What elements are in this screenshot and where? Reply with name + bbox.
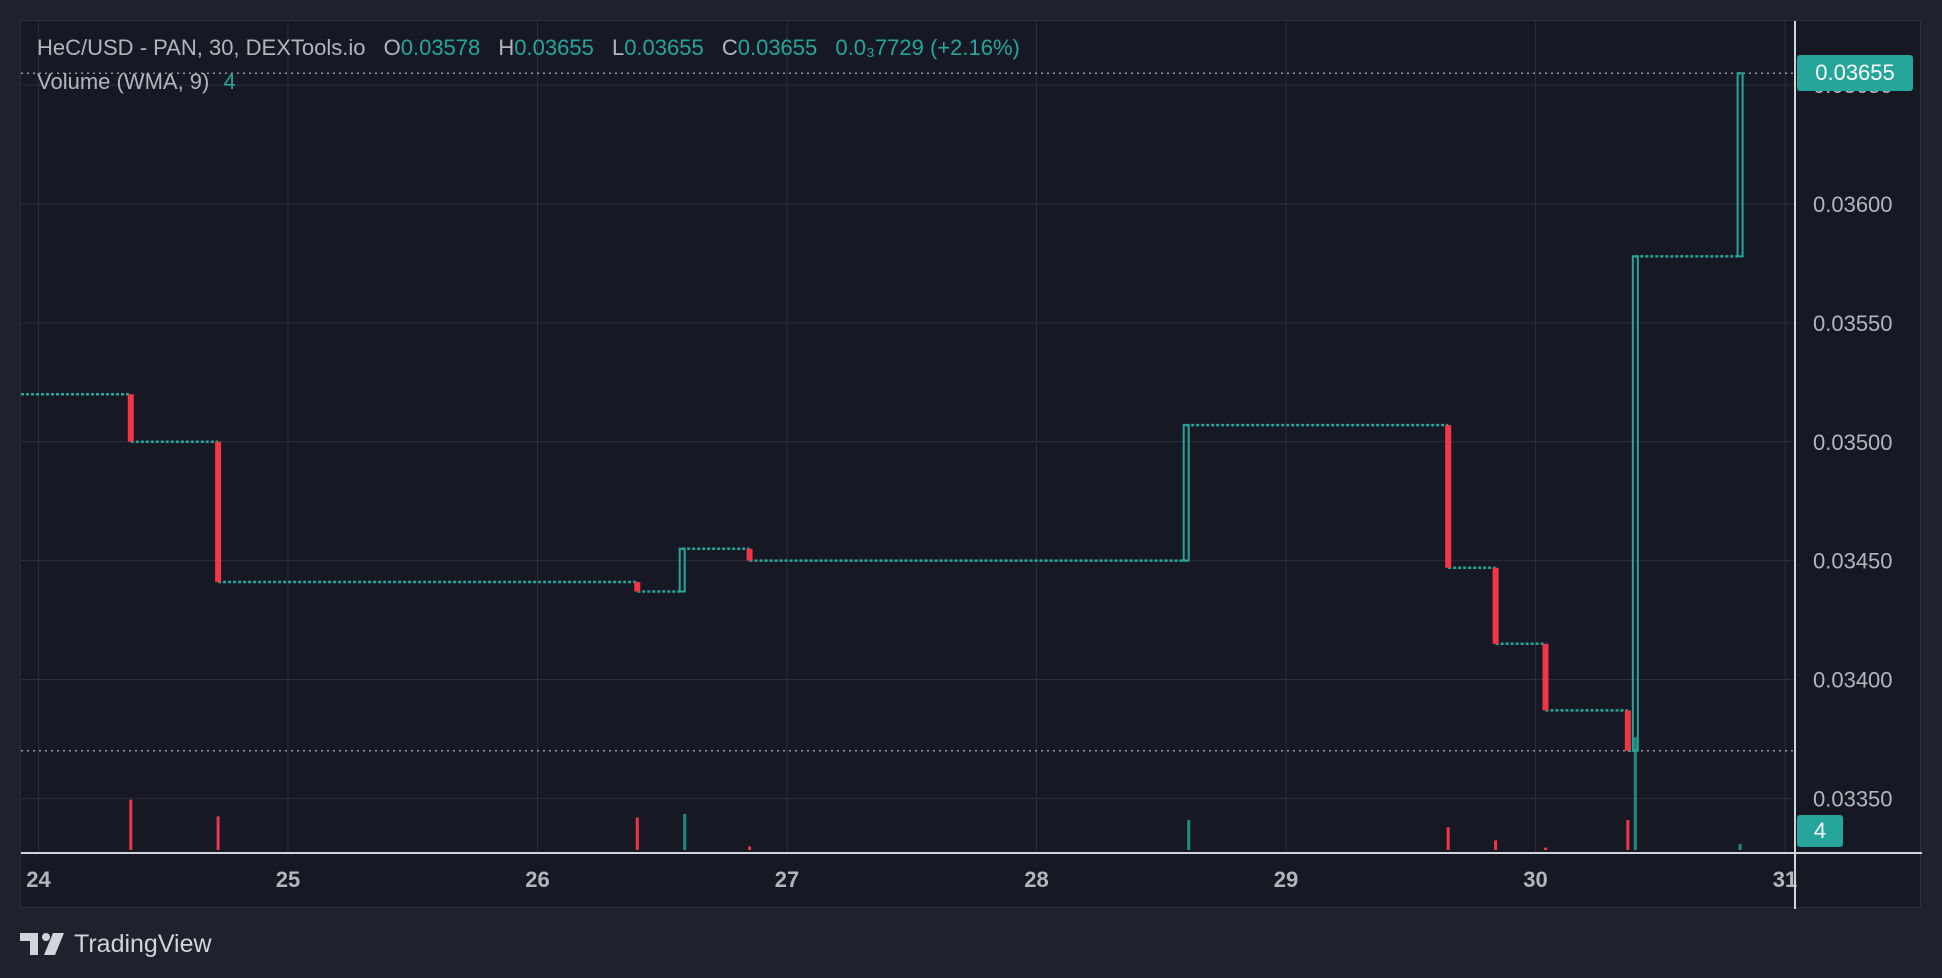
volume-bar — [683, 814, 687, 850]
candle — [746, 548, 753, 561]
symbol-source: - PAN, 30, DEXTools.io — [133, 35, 366, 60]
symbol-name[interactable]: HeC/USD — [37, 35, 134, 60]
x-tick-label: 28 — [1024, 867, 1048, 892]
high-value: 0.03655 — [514, 35, 594, 60]
volume-bar — [129, 799, 133, 850]
x-tick-label: 25 — [276, 867, 300, 892]
price-chart[interactable]: 0.03350 0.03400 0.03450 0.03500 0.03550 0.036… — [21, 21, 1922, 909]
candle — [634, 582, 641, 592]
volume-bar — [1633, 737, 1637, 850]
x-tick-label: 24 — [26, 867, 51, 892]
y-tick-label: 0.03350 — [1813, 786, 1893, 811]
candle — [1631, 255, 1639, 752]
volume-bar — [1446, 827, 1450, 850]
volume-badge: 4 — [1797, 815, 1843, 847]
x-tick-label: 30 — [1523, 867, 1547, 892]
y-tick-label: 0.03600 — [1813, 192, 1893, 217]
volume-value: 4 — [223, 69, 236, 94]
tradingview-branding[interactable]: TradingView — [20, 926, 212, 962]
close-label: C — [721, 35, 738, 60]
last-price-badge: 0.03655 — [1797, 55, 1913, 92]
tradingview-logo-icon — [20, 933, 64, 955]
low-label: L — [611, 35, 625, 60]
candle — [127, 394, 134, 442]
change-value: 0.0₃7729 (+2.16%) — [835, 35, 1020, 60]
y-tick-label: 0.03450 — [1813, 549, 1893, 574]
volume-label[interactable]: Volume (WMA, 9) — [37, 69, 210, 94]
volume-bar — [1187, 820, 1191, 850]
open-label: O — [383, 35, 401, 60]
volume-bar — [1494, 840, 1498, 850]
candle — [1445, 425, 1452, 568]
volume-bar — [216, 816, 220, 850]
x-tick-label: 27 — [775, 867, 799, 892]
candle — [678, 547, 686, 593]
candle — [215, 441, 222, 583]
high-label: H — [498, 35, 515, 60]
open-value: 0.03578 — [400, 35, 481, 60]
ohlc-legend: HeC/USD - PAN, 30, DEXTools.io O0.03578 … — [37, 35, 1020, 61]
candle — [1736, 72, 1744, 258]
y-tick-label: 0.03400 — [1813, 667, 1893, 692]
close-value: 0.03655 — [737, 35, 818, 60]
candle — [1492, 567, 1499, 644]
low-value: 0.03655 — [624, 35, 704, 60]
volume-bar — [748, 846, 752, 850]
volume-bar — [1543, 847, 1547, 850]
volume-bar — [635, 817, 639, 850]
volume-bar — [1626, 820, 1630, 850]
x-tick-label: 26 — [525, 867, 549, 892]
y-tick-label: 0.03550 — [1813, 311, 1893, 336]
x-tick-label: 31 — [1773, 867, 1797, 892]
tradingview-wordmark: TradingView — [74, 929, 212, 958]
chart-panel[interactable]: 0.03350 0.03400 0.03450 0.03500 0.03550 0.036… — [20, 20, 1922, 909]
candle — [1542, 643, 1549, 711]
volume-legend: Volume (WMA, 9) 4 — [37, 69, 236, 95]
candle — [1182, 424, 1190, 562]
y-tick-label: 0.03500 — [1813, 430, 1893, 455]
candle — [1624, 710, 1631, 751]
x-tick-label: 29 — [1274, 867, 1298, 892]
volume-bar — [1738, 844, 1742, 850]
